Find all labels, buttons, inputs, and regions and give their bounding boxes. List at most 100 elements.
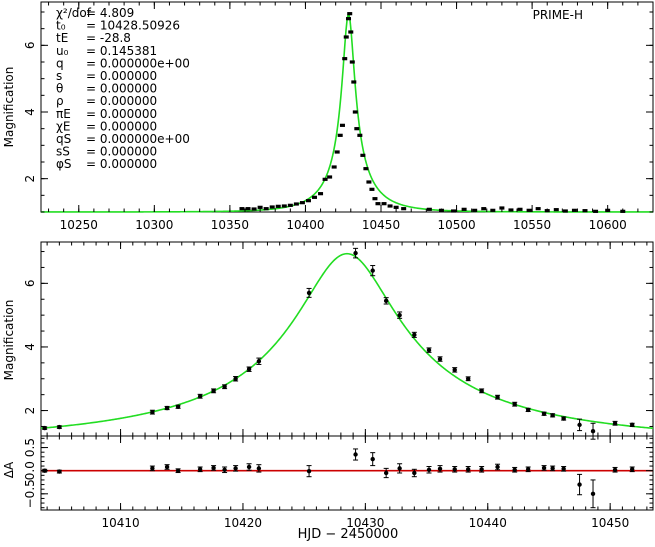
top-data-point [363,167,369,171]
top-data-point [352,110,358,114]
residual-y-tick-label: 0.0 [23,461,37,480]
top-data-point [481,207,487,211]
middle-model-curve [40,252,654,430]
residual-data-point [370,456,375,462]
middle-data-point [412,332,417,338]
top-model-curve [40,14,653,213]
top-data-point [305,199,311,203]
middle-data-point [397,312,402,318]
residual-y-tick-label: −0.5 [23,479,37,508]
top-x-tick-label: 10350 [211,218,249,232]
residual-data-point [495,464,500,470]
parameter-name: χE [56,119,71,133]
residual-data-point [353,452,358,457]
top-data-point [287,203,293,207]
top-data-point [369,187,375,191]
residual-x-tick-label: 10440 [469,516,507,530]
middle-data-point [479,388,484,394]
top-data-point [366,180,372,184]
middle-data-point [383,298,389,304]
top-x-tick-label: 10250 [60,218,98,232]
residual-data-point [175,468,181,473]
top-data-point [360,153,366,157]
top-data-point [372,197,378,201]
middle-data-point [550,413,555,418]
middle-panel-frame [40,241,654,437]
middle-data-point [211,388,216,394]
residual-data-point [246,464,252,470]
middle-data-point [577,422,582,428]
middle-data-point [197,394,203,399]
residual-x-tick-label: 10430 [346,516,384,530]
top-data-point [343,35,349,39]
residual-data-point [256,466,262,471]
residual-data-point [164,464,170,470]
residual-data-point [465,467,471,472]
middle-ylabel: Magnification [2,300,16,381]
residual-data-point [452,467,457,472]
top-x-tick-label: 10600 [589,218,627,232]
parameter-name: q [56,56,64,70]
top-data-point [275,204,281,208]
top-data-point [351,80,357,84]
middle-data-point [590,429,596,434]
top-data-point [401,207,407,211]
top-data-point [245,207,251,211]
residual-data-point [306,468,312,474]
parameter-name: qS [56,132,71,146]
residual-data-point [397,466,402,471]
top-data-point [499,206,505,210]
top-data-point [582,209,588,213]
residual-ylabel: ΔA [2,461,16,478]
middle-data-point [426,347,432,353]
residual-data-point [479,467,484,472]
fit-parameters: χ²/dof= 4.809 t₀ = 10428.50926 tE = -28.8 u₀ =… [56,6,190,171]
parameter-name: χ²/dof [56,6,92,20]
residual-panel-frame [40,435,654,511]
parameter-value: = 0.000000 [86,82,157,96]
residual-data-point [412,470,417,476]
middle-data-point [452,367,457,373]
top-x-tick-label: 10300 [135,218,173,232]
top-data-point [342,57,348,61]
middle-data-point [465,376,471,381]
residual-data-point [233,466,238,471]
parameter-name: θ [56,82,63,96]
middle-data-point [353,250,358,256]
middle-data-point [233,376,238,381]
middle-y-tick-label: 4 [23,343,37,351]
top-data-point [334,150,340,154]
residual-data-point [525,467,531,472]
middle-data-point [370,268,375,273]
parameter-value: = 10428.50926 [86,19,180,33]
top-y-tick-label: 6 [23,42,37,50]
middle-data-point [150,409,155,415]
parameter-name: s [56,69,62,83]
residual-data-point [561,466,566,472]
parameter-name: tE [56,31,68,45]
parameter-name: φS [56,157,72,171]
top-data-point [293,202,299,206]
top-data-point [553,208,559,212]
top-data-point [263,207,269,211]
residual-data-point [590,491,596,497]
middle-data-point [222,384,227,389]
top-data-point [239,207,245,211]
top-data-point [331,165,337,169]
middle-data-point [525,407,531,413]
top-data-point [357,133,363,137]
top-data-point [526,208,532,212]
top-data-point [312,195,318,199]
middle-data-point [256,359,262,364]
parameter-value: = 0.000000 [86,69,157,83]
top-data-point [322,177,328,181]
legend-label: PRIME-H [533,8,583,22]
top-x-tick-label: 10550 [513,218,551,232]
top-data-point [508,208,514,212]
parameter-value: = 0.000000 [86,119,157,133]
middle-y-tick-label: 6 [23,280,37,288]
top-data-point [318,192,324,196]
top-data-point [281,204,287,208]
